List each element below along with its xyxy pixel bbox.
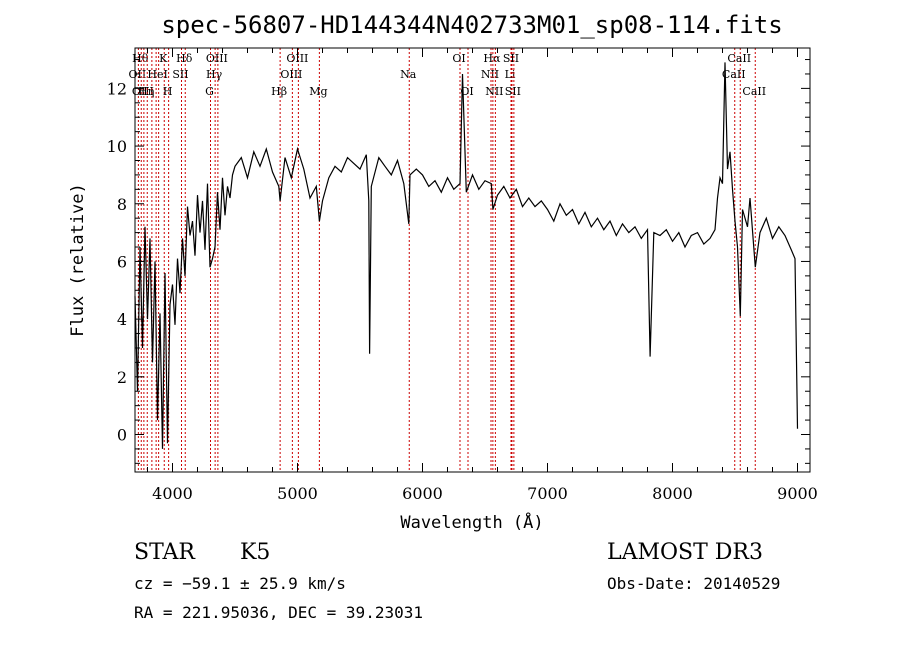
marker-label-27: CaII [722, 68, 746, 81]
y-tick-label: 12 [107, 79, 127, 98]
marker-label-16: OIII [286, 52, 308, 65]
x-tick-label: 7000 [527, 484, 568, 503]
spectrum-line [134, 62, 799, 449]
marker-label-6: HeI [147, 68, 167, 81]
marker-label-9: SII [172, 68, 188, 81]
marker-label-29: CaII [742, 85, 766, 98]
marker-label-19: OI [452, 52, 465, 65]
marker-label-22: Hα [483, 52, 501, 65]
marker-label-17: Mg [309, 85, 327, 98]
subclass-label: K5 [240, 540, 271, 565]
marker-label-25: SII [503, 52, 519, 65]
y-tick-label: 10 [107, 137, 127, 156]
x-axis: 4000 5000 6000 7000 8000 9000 [147, 48, 818, 503]
marker-label-10: Hδ [176, 52, 193, 65]
y-tick-label: 6 [117, 252, 127, 271]
marker-label-11: G [205, 85, 214, 98]
marker-label-12: Hγ [206, 68, 223, 81]
marker-label-14: Hβ [271, 85, 287, 98]
marker-label-24: Li [505, 68, 516, 81]
marker-label-15: OIII [280, 68, 302, 81]
marker-label-26: SII [505, 85, 521, 98]
y-tick-label: 4 [117, 310, 127, 329]
class-label: STAR [134, 540, 195, 565]
marker-label-13: OIII [206, 52, 228, 65]
x-tick-label: 9000 [777, 484, 818, 503]
x-tick-label: 4000 [152, 484, 193, 503]
coordinates-text: RA = 221.95036, DEC = 39.23031 [134, 603, 423, 622]
plot-frame [134, 47, 811, 473]
marker-label-21: NII [481, 68, 499, 81]
line-markers: OIIHθOIIIHηHeIKHSIIHδGHγOIIIHβOIIIOIIIMg… [129, 48, 766, 472]
x-tick-label: 6000 [402, 484, 443, 503]
x-axis-label: Wavelength (Å) [400, 511, 543, 533]
x-tick-label: 5000 [277, 484, 318, 503]
marker-label-23: NII [485, 85, 503, 98]
marker-label-7: K [159, 52, 168, 65]
x-tick-label: 8000 [652, 484, 693, 503]
y-tick-label: 2 [117, 368, 127, 387]
survey-label: LAMOST DR3 [607, 540, 763, 565]
redshift-text: cz = −59.1 ± 25.9 km/s [134, 574, 346, 593]
y-tick-label: 8 [117, 195, 127, 214]
marker-label-1: Hθ [132, 52, 149, 65]
y-axis: 0 2 4 6 8 10 12 [107, 59, 810, 464]
marker-label-8: H [163, 85, 173, 98]
y-tick-label: 0 [117, 426, 127, 445]
chart-title: spec-56807-HD144344N402733M01_sp08-114.f… [161, 11, 782, 39]
marker-label-0: OII [129, 68, 147, 81]
marker-label-28: CaII [727, 52, 751, 65]
obs-date-text: Obs-Date: 20140529 [607, 574, 781, 593]
y-axis-label: Flux (relative) [68, 183, 88, 337]
marker-label-18: Na [400, 68, 417, 81]
